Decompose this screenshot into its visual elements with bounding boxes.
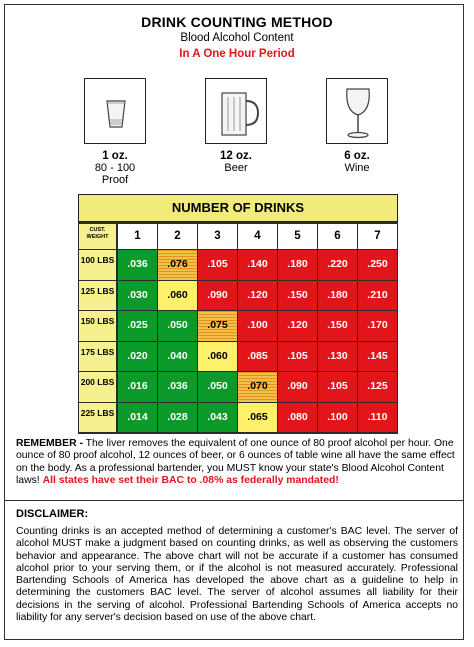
wine-label: 6 oz. Wine [322,150,392,174]
weight-row-header: 200 LBS [79,372,116,402]
bac-cell: .120 [238,280,277,310]
weight-row-header: 150 LBS [79,311,116,341]
bac-cell: .250 [358,250,397,280]
page-frame [4,4,464,640]
bac-cell: .050 [198,372,237,402]
shot-label: 1 oz. 80 - 100 Proof [80,150,150,186]
bac-cell: .180 [278,250,317,280]
beer-mug-icon [221,92,260,136]
table-title: NUMBER OF DRINKS [78,194,398,222]
bac-cell: .036 [158,372,197,402]
drinks-column-header: 7 [358,224,397,249]
bac-cell: .145 [358,341,397,371]
bac-cell: .170 [358,311,397,341]
wine-line2: Wine [344,162,370,174]
bac-cell: .025 [118,311,157,341]
section-divider [4,500,464,501]
bac-cell: .150 [278,280,317,310]
bac-cell: .040 [158,341,197,371]
bac-cell: .220 [318,250,357,280]
bac-cell: .130 [318,341,357,371]
bac-cell: .100 [318,402,357,432]
bac-cell: .105 [318,372,357,402]
bac-cell: .043 [198,402,237,432]
weight-column-header: CUST. WEIGHT [79,224,116,249]
bac-cell: .016 [118,372,157,402]
bac-cell: .085 [238,341,277,371]
weight-row-header: 175 LBS [79,341,116,371]
bac-cell: .090 [198,280,237,310]
bac-table: NUMBER OF DRINKS CUST. WEIGHT 1 2 3 4 5 6 7 100 … [78,194,398,434]
drinks-column-header: 3 [198,224,237,249]
wine-glass-icon [346,88,370,139]
bac-cell: .076 [158,250,197,280]
bac-cell: .020 [118,341,157,371]
bac-cell: .090 [278,372,317,402]
page-subtitle: Blood Alcohol Content [180,32,294,44]
bac-cell: .080 [278,402,317,432]
bac-cell: .150 [318,311,357,341]
bac-cell: .140 [238,250,277,280]
bac-cell: .075 [198,311,237,341]
beer-mug-tile [205,78,267,144]
bac-cell: .210 [358,280,397,310]
period-label: In A One Hour Period [179,48,295,60]
remember-label: REMEMBER - [16,438,83,449]
remember-body: The liver removes the equivalent of one … [16,438,455,486]
shot-line2: 80 - 100 [94,162,136,174]
bac-cell: .100 [238,311,277,341]
bac-cell: .060 [198,341,237,371]
drinks-column-header: 2 [158,224,197,249]
wine-amount: 6 oz. [344,150,370,162]
shot-line3: Proof [101,174,129,186]
weight-row-header: 125 LBS [79,280,116,310]
disclaimer-title: DISCLAIMER: [16,508,89,520]
weight-row-header: 225 LBS [79,402,116,432]
drinks-column-header: 4 [238,224,277,249]
bac-cell: .050 [158,311,197,341]
beer-label: 12 oz. Beer [200,150,272,174]
bac-cell: .014 [118,402,157,432]
bac-cell: .105 [278,341,317,371]
drinks-column-header: 5 [278,224,317,249]
drinks-column-header: 6 [318,224,357,249]
shot-glass-tile [84,78,146,144]
bac-cell: .030 [118,280,157,310]
weight-row-header: 100 LBS [79,250,116,280]
bac-cell: .120 [278,311,317,341]
drinks-column-header: 1 [118,224,157,249]
bac-cell: .180 [318,280,357,310]
shot-amount: 1 oz. [102,150,128,162]
bac-cell: .065 [238,402,277,432]
remember-highlight: All states have set their BAC to .08% as… [42,474,339,486]
bac-cell: .110 [358,402,397,432]
bac-cell: .070 [238,372,277,402]
page-title: DRINK COUNTING METHOD [141,14,333,30]
bac-cell: .060 [158,280,197,310]
bac-cell: .036 [118,250,157,280]
beer-line2: Beer [224,162,248,174]
disclaimer-body: Counting drinks is an accepted method of… [16,526,458,624]
remember-paragraph: REMEMBER - The liver removes the equival… [16,438,462,487]
bac-cell: .125 [358,372,397,402]
bac-cell: .105 [198,250,237,280]
beer-amount: 12 oz. [220,150,252,162]
wine-glass-tile [326,78,388,144]
shot-glass-icon [106,100,126,128]
bac-cell: .028 [158,402,197,432]
